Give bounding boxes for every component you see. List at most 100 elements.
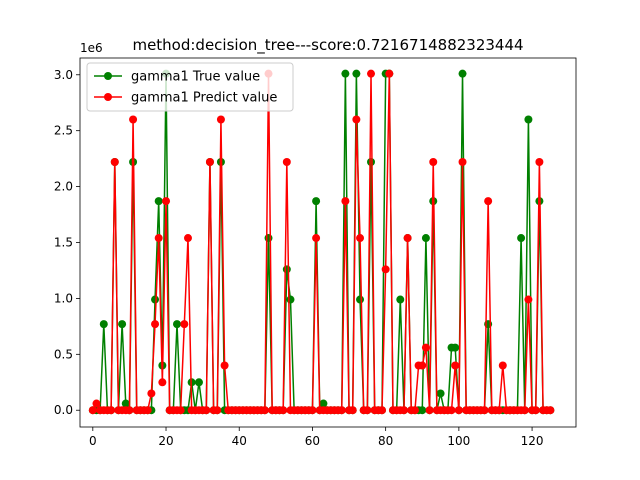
data-point	[352, 115, 361, 124]
chart-title: method:decision_tree---score:0.721671488…	[132, 36, 523, 55]
data-point	[341, 69, 350, 78]
x-tick-label: 40	[232, 434, 247, 448]
y-offset-label: 1e6	[80, 41, 103, 55]
legend-label: gamma1 Predict value	[131, 91, 277, 106]
y-tick-label: 1.0	[54, 291, 73, 305]
data-point	[286, 295, 295, 304]
data-point	[107, 406, 116, 415]
data-point	[341, 197, 350, 206]
data-point	[451, 343, 460, 352]
data-point	[377, 406, 386, 415]
data-point	[151, 295, 160, 304]
data-point	[158, 378, 167, 387]
data-point	[319, 399, 328, 408]
y-tick-label: 0.5	[54, 347, 73, 361]
data-point	[531, 406, 540, 415]
data-point	[194, 378, 203, 387]
data-point	[429, 157, 438, 166]
data-point	[385, 69, 394, 78]
data-point	[213, 406, 222, 415]
x-tick-label: 120	[521, 434, 544, 448]
legend-label: gamma1 True value	[131, 70, 260, 85]
legend-marker	[104, 93, 112, 101]
data-point	[173, 320, 182, 329]
data-point	[312, 197, 321, 206]
data-point	[454, 406, 463, 415]
legend-box	[86, 62, 294, 112]
data-point	[451, 361, 460, 370]
data-point	[367, 69, 376, 78]
data-point	[524, 115, 533, 124]
data-point	[436, 389, 445, 398]
data-point	[151, 320, 160, 329]
data-point	[381, 265, 390, 274]
data-point	[110, 157, 119, 166]
data-point	[447, 406, 456, 415]
data-point	[418, 406, 427, 415]
x-tick-label: 60	[305, 434, 320, 448]
data-point	[363, 406, 372, 415]
data-point	[520, 406, 529, 415]
data-point	[154, 234, 163, 243]
data-point	[480, 406, 489, 415]
data-point	[88, 406, 97, 415]
data-point	[524, 295, 533, 304]
data-point	[121, 399, 130, 408]
data-point	[147, 389, 156, 398]
data-point	[202, 406, 211, 415]
data-point	[495, 406, 504, 415]
legend: gamma1 True value gamma1 Predict value	[86, 62, 294, 112]
data-point	[337, 406, 346, 415]
data-point	[421, 343, 430, 352]
y-tick-label: 3.0	[54, 68, 73, 82]
data-point	[92, 399, 101, 408]
data-point	[421, 234, 430, 243]
plot-area: 0 20 40 60 80 100 120 0.0 0.5 1.0 1.5 2.0 2.5 3.0	[54, 57, 577, 448]
data-point	[282, 157, 291, 166]
data-point	[458, 69, 467, 78]
data-point	[396, 295, 405, 304]
data-point	[498, 361, 507, 370]
data-point	[403, 234, 412, 243]
data-point	[162, 197, 171, 206]
data-point	[279, 406, 288, 415]
data-point	[264, 234, 273, 243]
data-point	[367, 157, 376, 166]
data-point	[183, 234, 192, 243]
data-point	[348, 406, 357, 415]
data-point	[418, 361, 427, 370]
x-tick-label: 80	[378, 434, 393, 448]
data-point	[143, 406, 152, 415]
y-tick-label: 2.0	[54, 180, 73, 194]
data-point	[308, 406, 317, 415]
data-point	[282, 265, 291, 274]
data-point	[154, 197, 163, 206]
data-point	[425, 406, 434, 415]
x-tick-label: 20	[158, 434, 173, 448]
x-tick-label: 0	[89, 434, 97, 448]
data-point	[205, 157, 214, 166]
data-point	[458, 157, 467, 166]
y-tick-label: 1.5	[54, 236, 73, 250]
plot-frame	[79, 57, 577, 428]
data-point	[129, 115, 138, 124]
data-point	[410, 406, 419, 415]
data-point	[125, 406, 134, 415]
data-point	[216, 115, 225, 124]
data-point	[220, 361, 229, 370]
y-tick-label: 0.0	[54, 403, 73, 417]
data-point	[180, 320, 189, 329]
data-point	[546, 406, 555, 415]
data-point	[535, 157, 544, 166]
data-point	[118, 320, 127, 329]
data-point	[176, 406, 185, 415]
data-point	[517, 234, 526, 243]
y-tick-label: 2.5	[54, 124, 73, 138]
data-point	[399, 406, 408, 415]
data-point	[99, 320, 108, 329]
data-point	[260, 406, 269, 415]
data-point	[356, 234, 365, 243]
data-point	[356, 295, 365, 304]
x-tick-label: 100	[447, 434, 470, 448]
